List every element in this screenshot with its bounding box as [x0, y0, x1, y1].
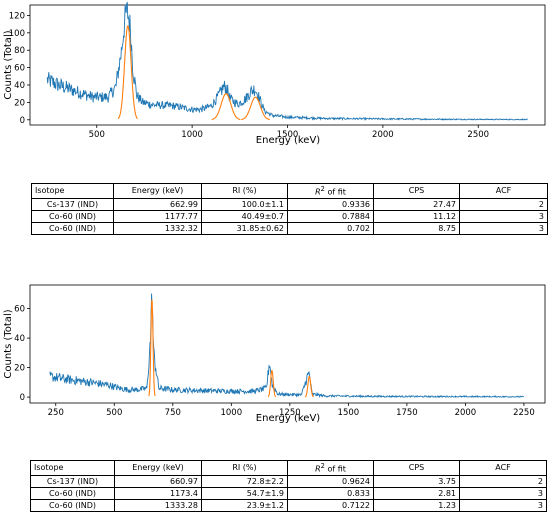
y-tick-label: 80: [14, 46, 25, 56]
cell-ri: 54.7±1.9: [201, 486, 288, 500]
header-energy: Energy (keV): [114, 460, 202, 476]
cell-isotope: Co-60 (IND): [31, 209, 114, 223]
cell-ri: 31.85±0.62: [201, 221, 288, 235]
cell-energy: 660.97: [114, 474, 202, 488]
cell-r2: 0.9336: [287, 197, 374, 211]
cell-r2: 0.7884: [287, 209, 374, 223]
cell-acf: 3: [459, 486, 547, 500]
cell-energy: 1333.28: [114, 498, 202, 512]
cell-acf: 3: [459, 498, 547, 512]
cell-acf: 3: [459, 209, 548, 223]
header-isotope: Isotope: [30, 460, 115, 476]
cell-isotope: Co-60 (IND): [30, 486, 115, 500]
header-r2: R2 of fit: [287, 460, 374, 476]
x-tick-label: 1250: [279, 408, 301, 418]
cell-r2: 0.833: [287, 486, 374, 500]
header-acf: ACF: [459, 183, 548, 199]
cell-r2: 0.9624: [287, 474, 374, 488]
cell-energy: 1332.32: [113, 221, 202, 235]
y-tick-label: 40: [14, 81, 25, 91]
header-acf: ACF: [459, 460, 547, 476]
cell-ri: 72.8±2.2: [201, 474, 288, 488]
table-row: Cs-137 (IND) 662.99 100.0±1.1 0.9336 27.…: [31, 197, 548, 211]
y-tick-label: 20: [14, 98, 25, 108]
cell-cps: 27.47: [373, 197, 460, 211]
header-isotope: Isotope: [31, 183, 114, 199]
cell-isotope: Co-60 (IND): [31, 221, 114, 235]
x-tick-label: 500: [89, 130, 105, 140]
fit-peak-line: [148, 299, 156, 397]
cell-cps: 8.75: [373, 221, 460, 235]
x-tick-label: 250: [48, 408, 64, 418]
header-cps: CPS: [373, 460, 460, 476]
cell-r2: 0.702: [287, 221, 374, 235]
cell-r2: 0.7122: [287, 498, 374, 512]
fit-peak-line: [267, 369, 277, 398]
results-table-1: Isotope Energy (keV) RI (%) R2 of fit CP…: [31, 183, 548, 235]
fit-peak-line: [241, 96, 270, 121]
cell-cps: 3.75: [373, 474, 460, 488]
cell-ri: 23.9±1.2: [201, 498, 288, 512]
y-tick-label: 60: [14, 64, 25, 74]
y-tick-label: 0: [20, 116, 25, 126]
x-tick-label: 2250: [513, 408, 535, 418]
cell-isotope: Cs-137 (IND): [31, 197, 114, 211]
spectrum-line: [49, 293, 525, 399]
y-tick-label: 0: [20, 393, 25, 403]
cell-acf: 3: [459, 221, 548, 235]
cell-cps: 1.23: [373, 498, 460, 512]
x-tick-label: 1000: [181, 130, 203, 140]
table-row: Cs-137 (IND) 660.97 72.8±2.2 0.9624 3.75…: [30, 474, 547, 488]
x-tick-label: 1000: [220, 408, 242, 418]
y-tick-label: 60: [14, 305, 25, 315]
plot-area-frame: [29, 284, 546, 404]
x-tick-label: 1500: [277, 130, 299, 140]
header-cps: CPS: [373, 183, 460, 199]
plot-area-frame: [29, 4, 546, 126]
table-row: Co-60 (IND) 1177.77 40.49±0.7 0.7884 11.…: [31, 209, 548, 223]
x-tick-label: 750: [165, 408, 181, 418]
fit-peak-line: [211, 93, 241, 121]
header-ri: RI (%): [201, 460, 288, 476]
results-table-2: Isotope Energy (keV) RI (%) R2 of fit CP…: [30, 460, 547, 512]
x-tick-label: 2500: [467, 130, 489, 140]
table-row: Co-60 (IND) 1333.28 23.9±1.2 0.7122 1.23…: [30, 498, 547, 512]
cell-ri: 100.0±1.1: [201, 197, 288, 211]
table-row: Co-60 (IND) 1332.32 31.85±0.62 0.702 8.7…: [31, 221, 548, 235]
x-axis-label: Energy (keV): [256, 135, 321, 146]
header-r2: R2 of fit: [287, 183, 374, 199]
x-tick-label: 1500: [338, 408, 360, 418]
cell-ri: 40.49±0.7: [201, 209, 288, 223]
cell-isotope: Co-60 (IND): [30, 498, 115, 512]
y-tick-label: 40: [14, 334, 25, 344]
fit-peak-line: [304, 375, 314, 398]
cell-energy: 1177.77: [113, 209, 202, 223]
fit-peak-line: [117, 25, 138, 120]
x-tick-label: 500: [106, 408, 122, 418]
cell-energy: 662.99: [113, 197, 202, 211]
header-ri: RI (%): [201, 183, 288, 199]
cell-isotope: Cs-137 (IND): [30, 474, 115, 488]
table-header-row: Isotope Energy (keV) RI (%) R2 of fit CP…: [31, 183, 548, 199]
cell-acf: 2: [459, 197, 548, 211]
spectrum-line: [46, 1, 528, 121]
y-axis-label: Counts (Total): [3, 30, 14, 99]
x-tick-label: 1750: [396, 408, 418, 418]
table-row: Co-60 (IND) 1173.4 54.7±1.9 0.833 2.81 3: [30, 486, 547, 500]
spectrum-chart-2: Counts (Total) Energy (keV) 250 500 750 100…: [3, 284, 546, 424]
y-tick-label: 120: [9, 11, 25, 21]
y-tick-label: 20: [14, 364, 25, 374]
cell-acf: 2: [459, 474, 547, 488]
table-header-row: Isotope Energy (keV) RI (%) R2 of fit CP…: [30, 460, 547, 476]
spectrum-chart-1: Counts (Total) Energy (keV) 500 1000 1500 2…: [3, 1, 546, 146]
y-tick-label: 100: [9, 29, 25, 39]
cell-cps: 11.12: [373, 209, 460, 223]
cell-cps: 2.81: [373, 486, 460, 500]
header-energy: Energy (keV): [113, 183, 202, 199]
x-tick-label: 2000: [455, 408, 477, 418]
x-tick-label: 2000: [372, 130, 394, 140]
x-axis-label: Energy (keV): [256, 413, 321, 424]
y-axis-label: Counts (Total): [3, 309, 14, 378]
cell-energy: 1173.4: [114, 486, 202, 500]
